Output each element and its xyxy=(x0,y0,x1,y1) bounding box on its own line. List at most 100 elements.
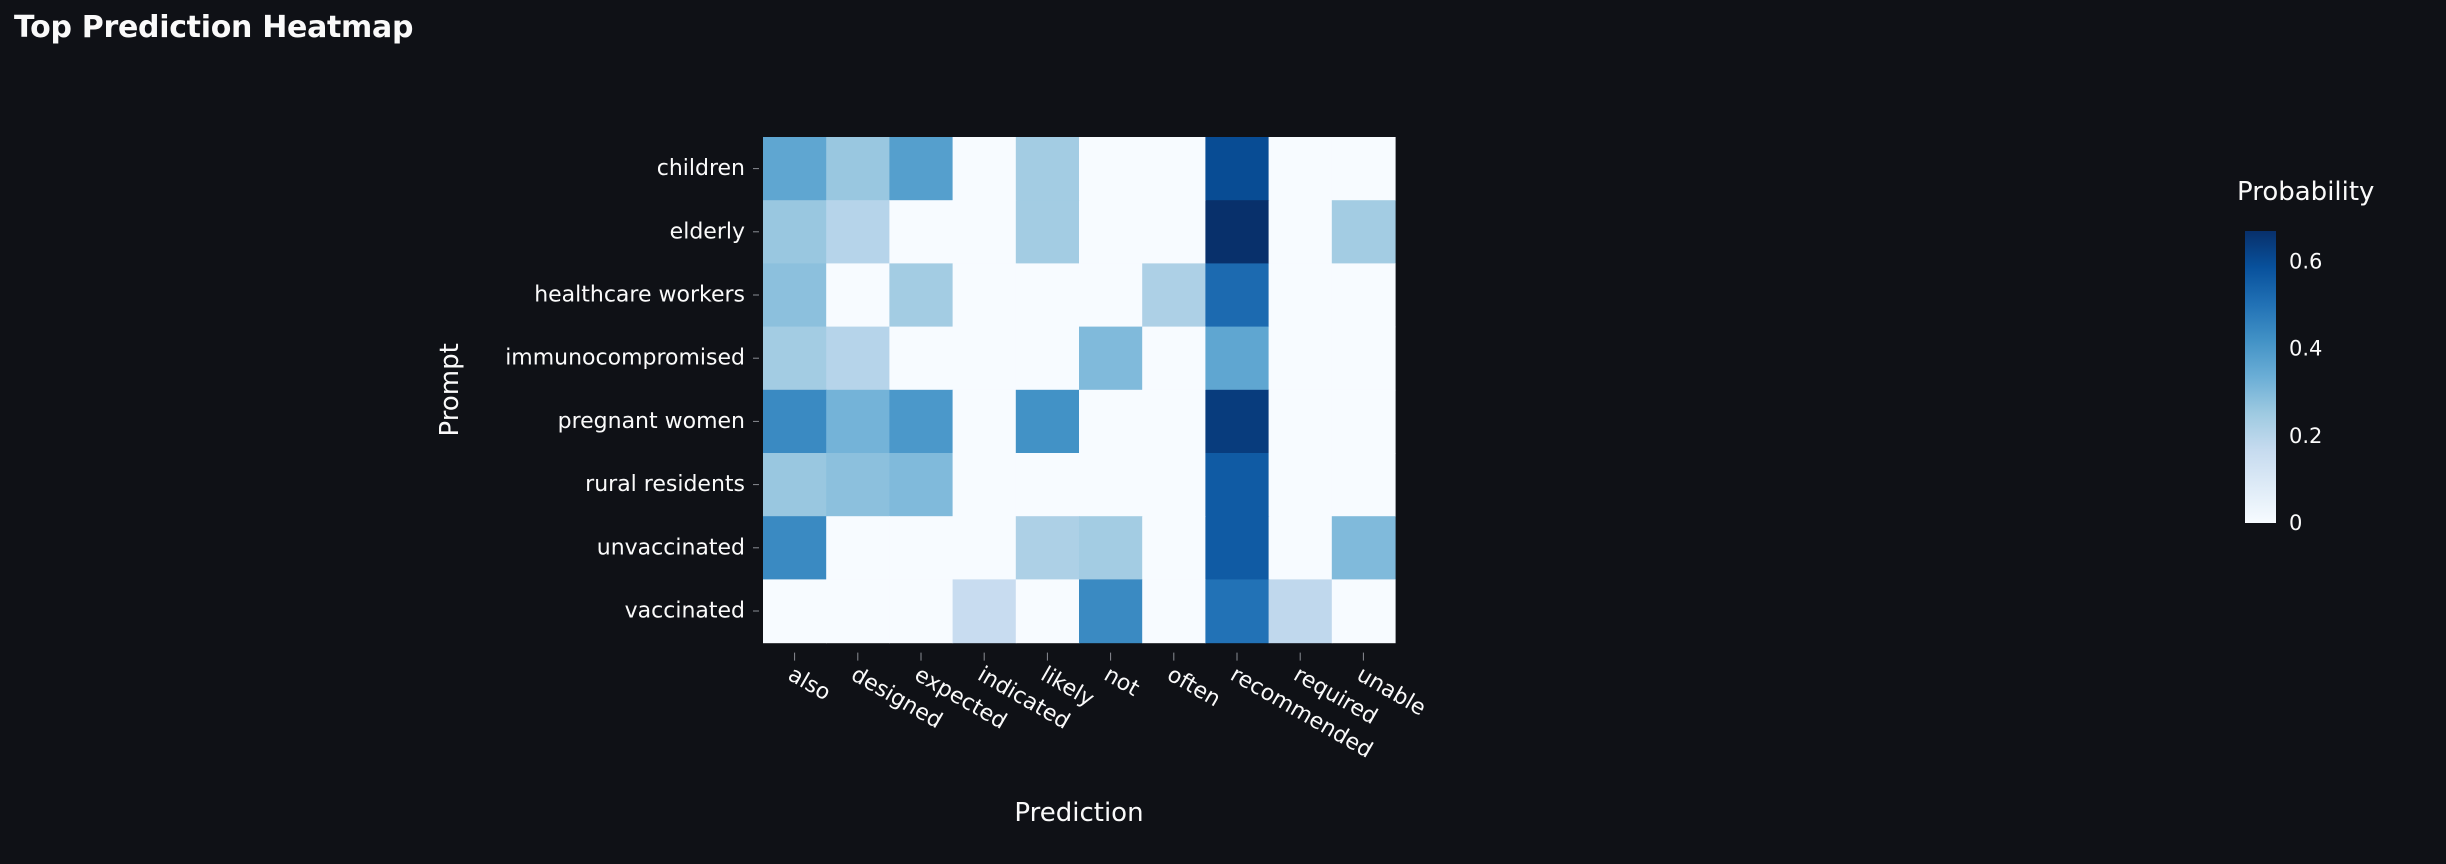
heatmap-cell xyxy=(1142,200,1206,264)
heatmap-cell xyxy=(1331,137,1396,201)
heatmap-cell xyxy=(1268,579,1333,644)
colorbar-tick-label: 0.6 xyxy=(2289,250,2322,274)
heatmap-cell xyxy=(952,579,1017,644)
heatmap-cell xyxy=(1079,516,1143,580)
heatmap-cell xyxy=(826,389,890,454)
y-tick-label: healthcare workers xyxy=(534,283,745,308)
heatmap-cell xyxy=(1205,263,1270,328)
heatmap-cell xyxy=(1331,200,1396,264)
heatmap-cell xyxy=(1268,389,1333,454)
heatmap-cell xyxy=(826,137,890,201)
heatmap-cell xyxy=(1079,200,1143,264)
heatmap-cell xyxy=(1142,326,1206,391)
y-axis-title: Prompt xyxy=(435,343,465,436)
heatmap-cell xyxy=(952,326,1017,391)
heatmap-cell xyxy=(1268,453,1333,517)
heatmap-cell xyxy=(1205,453,1270,517)
heatmap-cell xyxy=(1015,263,1080,328)
y-tick-label: elderly xyxy=(670,219,745,244)
heatmap-cell xyxy=(763,200,827,264)
y-tick-label: rural residents xyxy=(585,472,745,497)
heatmap-cell xyxy=(1331,263,1396,328)
heatmap-cell xyxy=(1331,453,1396,517)
heatmap-cell xyxy=(1268,326,1333,391)
heatmap-cell xyxy=(952,263,1017,328)
heatmap-cell xyxy=(1331,326,1396,391)
heatmap-cell xyxy=(1142,579,1206,644)
heatmap-cell xyxy=(826,263,890,328)
heatmap-cell xyxy=(889,200,954,264)
colorbar: Probability 0 0.2 0.4 0.6 xyxy=(2237,177,2374,535)
heatmap-cell xyxy=(1331,516,1396,580)
heatmap-cell xyxy=(1142,263,1206,328)
heatmap-cell xyxy=(1142,516,1206,580)
heatmap-cell xyxy=(763,516,827,580)
heatmap-cells xyxy=(763,137,1396,644)
heatmap-cell xyxy=(1205,579,1270,644)
heatmap-cell xyxy=(1205,137,1270,201)
colorbar-tick-label: 0.4 xyxy=(2289,337,2322,361)
y-tick-label: unvaccinated xyxy=(597,535,745,560)
heatmap-cell xyxy=(763,137,827,201)
heatmap-cell xyxy=(826,579,890,644)
heatmap-cell xyxy=(952,453,1017,517)
heatmap-cell xyxy=(1205,326,1270,391)
heatmap-cell xyxy=(889,516,954,580)
page-title: Top Prediction Heatmap xyxy=(14,10,414,45)
colorbar-tick-label: 0.2 xyxy=(2289,424,2322,448)
heatmap-cell xyxy=(1268,200,1333,264)
heatmap-cell xyxy=(889,453,954,517)
heatmap-cell xyxy=(1268,137,1333,201)
heatmap-cell xyxy=(1079,453,1143,517)
heatmap-cell xyxy=(763,389,827,454)
x-tick-label: often xyxy=(1163,662,1225,712)
heatmap-cell xyxy=(1015,200,1080,264)
y-tick-label: vaccinated xyxy=(625,599,745,624)
heatmap-cell xyxy=(826,516,890,580)
heatmap-cell xyxy=(1142,137,1206,201)
heatmap-cell xyxy=(1142,453,1206,517)
heatmap-cell xyxy=(952,516,1017,580)
heatmap-cell xyxy=(826,453,890,517)
heatmap-cell xyxy=(1015,326,1080,391)
heatmap-cell xyxy=(1205,389,1270,454)
x-tick-label: also xyxy=(784,662,835,706)
heatmap-cell xyxy=(952,389,1017,454)
heatmap-cell xyxy=(1015,389,1080,454)
heatmap-cell xyxy=(889,137,954,201)
heatmap-cell xyxy=(763,579,827,644)
heatmap-cell xyxy=(1015,137,1080,201)
heatmap-cell xyxy=(952,200,1017,264)
heatmap-cell xyxy=(889,579,954,644)
x-tick-label: not xyxy=(1100,662,1144,702)
heatmap-cell xyxy=(952,137,1017,201)
y-tick-label: immunocompromised xyxy=(505,346,745,371)
heatmap-cell xyxy=(1268,516,1333,580)
heatmap-cell xyxy=(1331,389,1396,454)
colorbar-title: Probability xyxy=(2237,177,2374,207)
heatmap-cell xyxy=(889,326,954,391)
heatmap-cell xyxy=(1268,263,1333,328)
heatmap-cell xyxy=(1205,200,1270,264)
heatmap-cell xyxy=(1079,389,1143,454)
heatmap-cell xyxy=(763,326,827,391)
heatmap-cell xyxy=(1079,579,1143,644)
heatmap-cell xyxy=(826,326,890,391)
colorbar-tick-label: 0 xyxy=(2289,511,2302,535)
heatmap-cell xyxy=(1079,326,1143,391)
heatmap-cell xyxy=(1015,579,1080,644)
heatmap-cell xyxy=(763,263,827,328)
heatmap-cell xyxy=(826,200,890,264)
heatmap-cell xyxy=(763,453,827,517)
y-tick-label: pregnant women xyxy=(558,409,745,434)
heatmap-cell xyxy=(1142,389,1206,454)
heatmap-cell xyxy=(1205,516,1270,580)
x-axis-title: Prediction xyxy=(1014,798,1143,828)
heatmap-cell xyxy=(1331,579,1396,644)
y-tick-label: children xyxy=(657,156,745,181)
heatmap-cell xyxy=(1079,263,1143,328)
heatmap-cell xyxy=(889,263,954,328)
heatmap-cell xyxy=(1015,453,1080,517)
